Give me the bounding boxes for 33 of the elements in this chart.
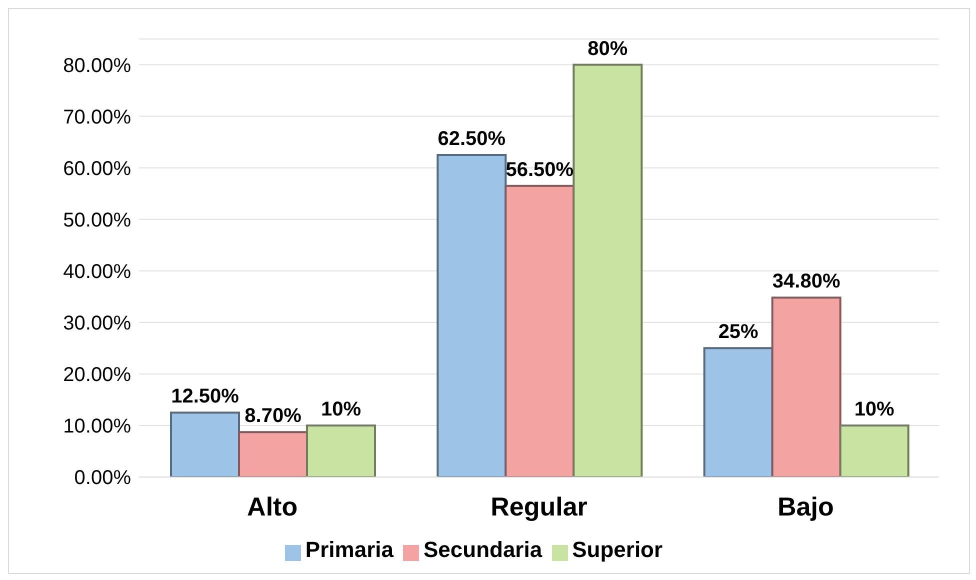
bar — [839, 424, 910, 477]
y-tick-label: 10.00% — [63, 416, 132, 438]
x-tick-label: Bajo — [777, 491, 834, 522]
y-tick-label: 80.00% — [63, 54, 132, 77]
bar — [703, 347, 774, 477]
data-label: 12.50% — [171, 386, 240, 408]
bar — [504, 184, 575, 477]
y-tick-label: 30.00% — [63, 312, 132, 335]
data-label: 10% — [854, 398, 895, 420]
y-tick-label: 70.00% — [63, 106, 132, 128]
bar — [170, 412, 240, 477]
data-label: 10% — [320, 398, 362, 420]
bar — [306, 424, 376, 477]
legend-label: Superior — [572, 537, 663, 562]
y-tick-label: 60.00% — [63, 158, 132, 180]
data-label: 25% — [718, 321, 759, 344]
bar — [436, 154, 507, 477]
bar — [771, 296, 842, 477]
data-label: 56.50% — [506, 158, 574, 181]
legend-label: Secundaria — [423, 537, 542, 562]
y-tick-label: 40.00% — [63, 260, 132, 283]
y-tick-label: 0.00% — [74, 467, 132, 490]
x-tick-label: Alto — [247, 491, 298, 522]
y-tick-label: 20.00% — [63, 364, 132, 386]
data-label: 8.70% — [244, 405, 302, 428]
data-label: 34.80% — [772, 270, 840, 293]
data-label: 80% — [588, 38, 628, 60]
bar — [572, 64, 643, 477]
y-tick-label: 50.00% — [63, 209, 132, 232]
bar — [238, 431, 308, 477]
data-label: 62.50% — [438, 128, 506, 150]
x-tick-label: Regular — [490, 491, 588, 522]
legend-label: Primaria — [305, 537, 394, 562]
